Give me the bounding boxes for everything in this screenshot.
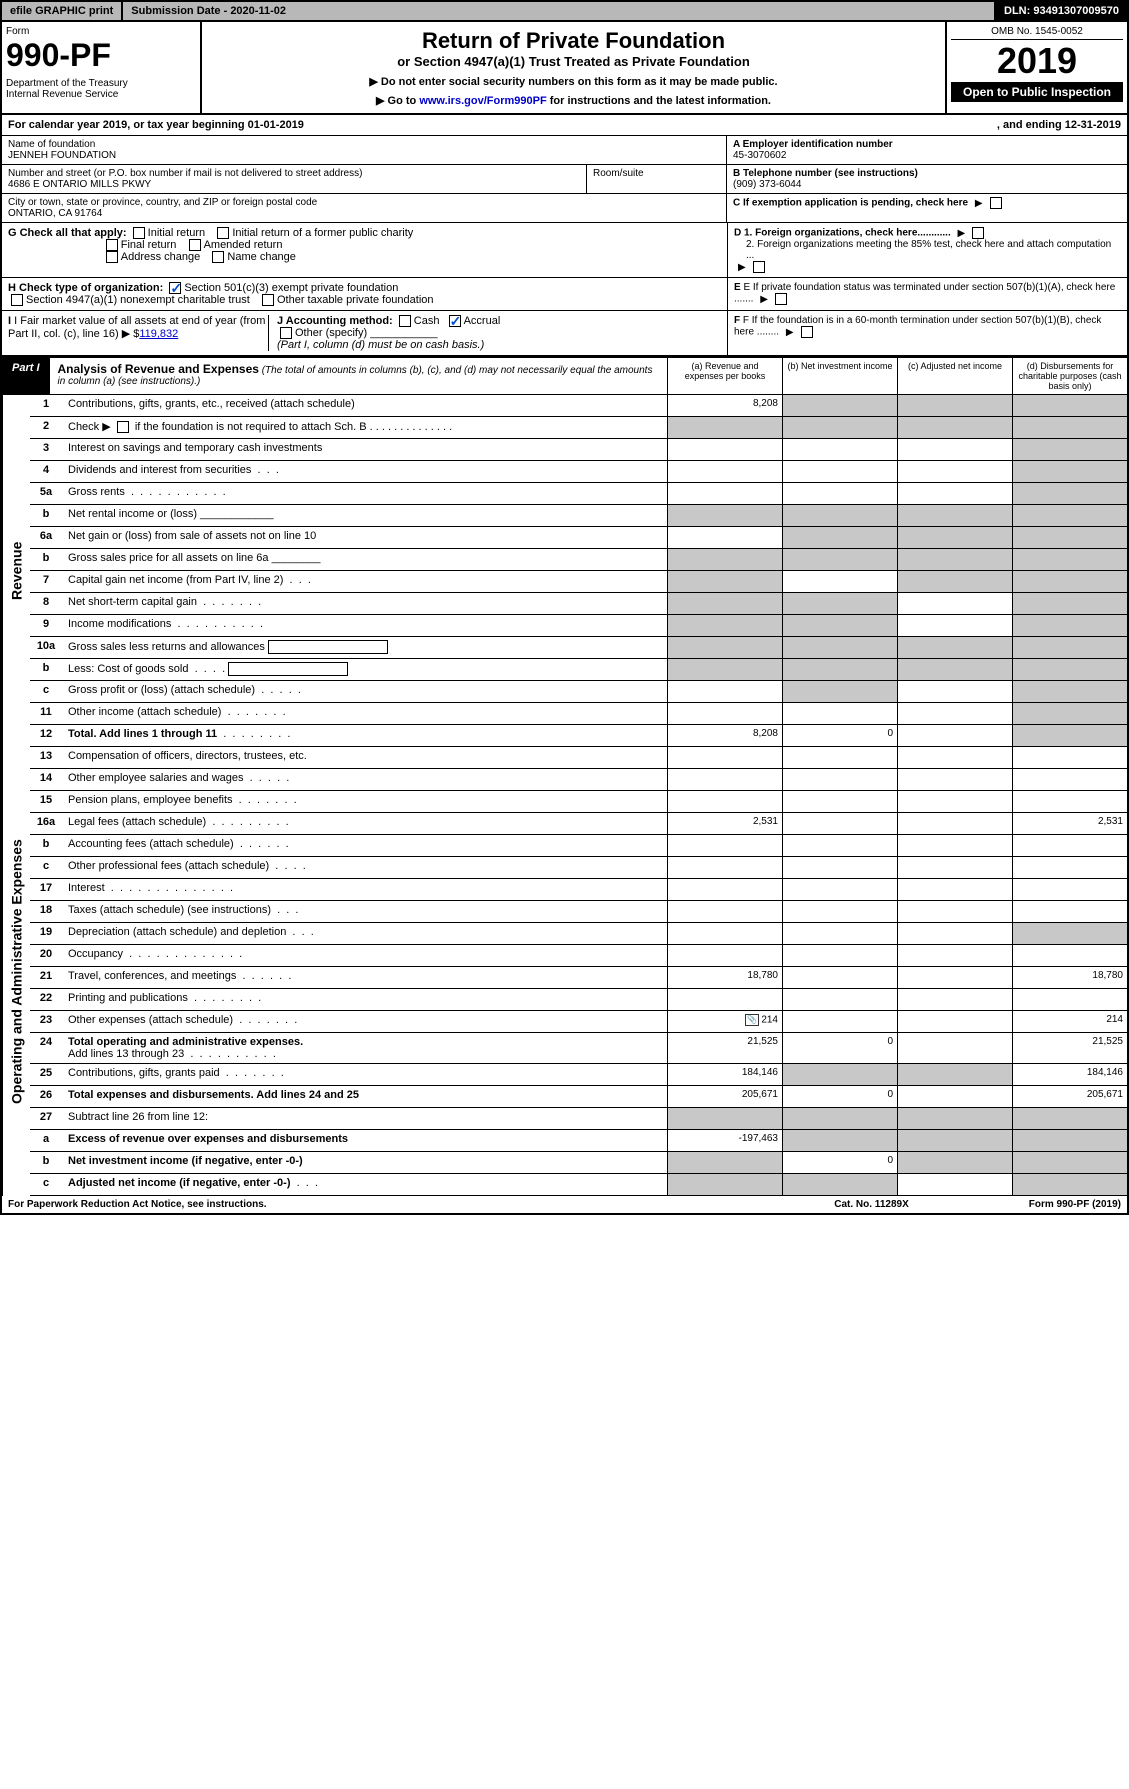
phone-block: B Telephone number (see instructions) (9…	[727, 165, 1127, 193]
submission-date: Submission Date - 2020-11-02	[123, 2, 996, 20]
calendar-year-row: For calendar year 2019, or tax year begi…	[0, 115, 1129, 136]
attachment-icon[interactable]: 📎	[745, 1014, 759, 1026]
form-header: Form 990-PF Department of the Treasury I…	[0, 22, 1129, 115]
efile-print-button[interactable]: efile GRAPHIC print	[2, 2, 123, 20]
form-number: 990-PF	[6, 37, 196, 74]
g-initial-former[interactable]	[217, 227, 229, 239]
d2-checkbox[interactable]	[753, 261, 765, 273]
g-final-return[interactable]	[106, 239, 118, 251]
g-address-change[interactable]	[106, 251, 118, 263]
foundation-name-block: Name of foundation JENNEH FOUNDATION	[2, 136, 727, 164]
form-note-1: ▶ Do not enter social security numbers o…	[208, 75, 939, 88]
top-bar: efile GRAPHIC print Submission Date - 20…	[0, 0, 1129, 22]
department: Department of the Treasury Internal Reve…	[6, 78, 196, 100]
c-checkbox[interactable]	[990, 197, 1002, 209]
form-note-2: ▶ Go to www.irs.gov/Form990PF for instru…	[208, 94, 939, 107]
city-block: City or town, state or province, country…	[2, 194, 727, 222]
col-b-header: (b) Net investment income	[782, 358, 897, 394]
col-a-header: (a) Revenue and expenses per books	[667, 358, 782, 394]
dln: DLN: 93491307009570	[996, 2, 1127, 20]
room-suite: Room/suite	[586, 165, 726, 193]
f-checkbox[interactable]	[801, 326, 813, 338]
footer: For Paperwork Reduction Act Notice, see …	[0, 1196, 1129, 1215]
col-c-header: (c) Adjusted net income	[897, 358, 1012, 394]
e-terminated: E E If private foundation status was ter…	[727, 278, 1127, 310]
revenue-side-label: Revenue	[2, 395, 30, 747]
g-initial-return[interactable]	[133, 227, 145, 239]
j-cash-checkbox[interactable]	[399, 315, 411, 327]
j-accrual-checkbox[interactable]	[449, 315, 461, 327]
form-title: Return of Private Foundation	[208, 28, 939, 54]
j-accounting: J Accounting method: Cash Accrual Other …	[268, 315, 721, 351]
j-other-checkbox[interactable]	[280, 327, 292, 339]
ein-block: A Employer identification number 45-3070…	[727, 136, 1127, 164]
open-to-public: Open to Public Inspection	[951, 82, 1123, 102]
i-fmv-block: I I Fair market value of all assets at e…	[8, 315, 268, 351]
c-exemption-pending: C If exemption application is pending, c…	[727, 194, 1127, 222]
part1-table: Revenue 1Contributions, gifts, grants, e…	[0, 395, 1129, 1196]
e-checkbox[interactable]	[775, 293, 787, 305]
form-subtitle: or Section 4947(a)(1) Trust Treated as P…	[208, 54, 939, 69]
form-label: Form	[6, 26, 196, 37]
tax-year: 2019	[951, 40, 1123, 82]
g-check-block: G Check all that apply: Initial return I…	[2, 223, 727, 277]
d1-checkbox[interactable]	[972, 227, 984, 239]
address-block: Number and street (or P.O. box number if…	[2, 165, 586, 193]
irs-link[interactable]: www.irs.gov/Form990PF	[419, 95, 546, 107]
fmv-value[interactable]: 119,832	[139, 328, 178, 340]
g-name-change[interactable]	[212, 251, 224, 263]
f-60month: F F If the foundation is in a 60-month t…	[727, 311, 1127, 355]
h-501c3-checkbox[interactable]	[169, 282, 181, 294]
expenses-side-label: Operating and Administrative Expenses	[2, 747, 30, 1196]
h-4947-checkbox[interactable]	[11, 294, 23, 306]
h-org-type: H Check type of organization: Section 50…	[2, 278, 727, 310]
col-d-header: (d) Disbursements for charitable purpose…	[1012, 358, 1127, 394]
h-other-checkbox[interactable]	[262, 294, 274, 306]
omb-number: OMB No. 1545-0052	[951, 26, 1123, 40]
g-amended[interactable]	[189, 239, 201, 251]
line2-checkbox[interactable]	[117, 421, 129, 433]
part1-header: Part I Analysis of Revenue and Expenses …	[0, 356, 1129, 395]
d-foreign-block: D 1. Foreign organizations, check here..…	[727, 223, 1127, 277]
